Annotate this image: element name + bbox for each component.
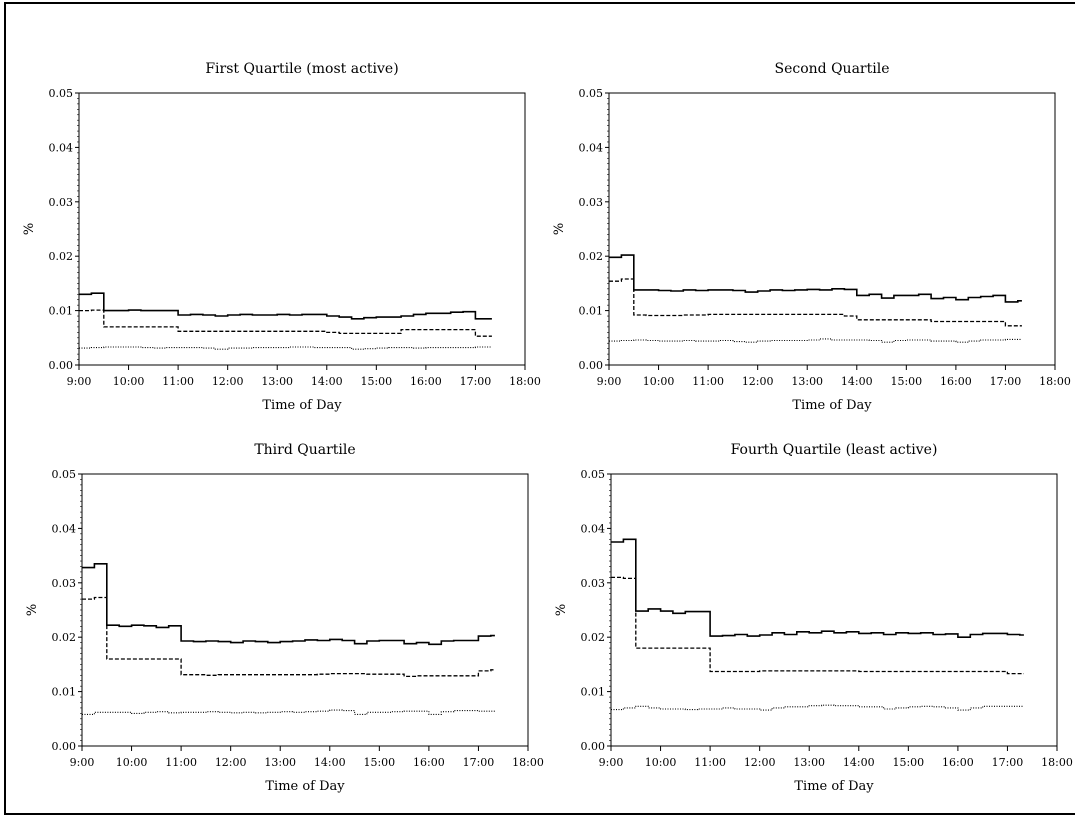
y-tick-label: 0.02 — [49, 250, 74, 263]
y-tick-label: 0.01 — [581, 686, 606, 699]
y-tick-label: 0.00 — [581, 740, 606, 753]
x-tick-label: 14:00 — [311, 375, 343, 388]
y-tick-label: 0.01 — [49, 305, 74, 318]
x-axis-label: Time of Day — [265, 779, 345, 794]
x-tick-label: 12:00 — [215, 756, 247, 769]
plot-area — [608, 92, 1056, 366]
y-tick-label: 0.05 — [52, 468, 77, 481]
x-tick-label: 12:00 — [742, 375, 774, 388]
series-line-dashed — [609, 278, 1022, 327]
y-axis-label: % — [552, 223, 567, 235]
plot-area — [78, 92, 526, 366]
chart-title: Fourth Quartile (least active) — [731, 442, 938, 458]
y-tick-label: 0.02 — [581, 631, 606, 644]
y-axis-label: % — [22, 223, 37, 235]
x-axis-label: Time of Day — [792, 398, 872, 413]
y-tick-label: 0.02 — [52, 631, 77, 644]
x-tick-label: 17:00 — [990, 375, 1022, 388]
x-tick-label: 13:00 — [264, 756, 296, 769]
x-tick-label: 10:00 — [116, 756, 148, 769]
x-tick-label: 18:00 — [1041, 756, 1073, 769]
y-tick-label: 0.05 — [581, 468, 606, 481]
y-tick-label: 0.00 — [52, 740, 77, 753]
x-tick-label: 15:00 — [892, 756, 924, 769]
y-tick-label: 0.04 — [579, 141, 604, 154]
y-axis-label: % — [554, 604, 569, 616]
x-tick-label: 10:00 — [643, 375, 675, 388]
y-tick-label: 0.03 — [579, 196, 604, 209]
x-tick-label: 9:00 — [70, 756, 95, 769]
y-tick-label: 0.03 — [52, 577, 77, 590]
y-tick-label: 0.04 — [49, 141, 74, 154]
series-line-dotted — [611, 704, 1024, 711]
y-tick-label: 0.05 — [49, 87, 74, 100]
x-tick-label: 10:00 — [645, 756, 677, 769]
x-tick-label: 15:00 — [363, 756, 395, 769]
x-tick-label: 15:00 — [360, 375, 392, 388]
x-tick-label: 14:00 — [314, 756, 346, 769]
chart-title: Second Quartile — [775, 61, 890, 77]
series-line-dashed — [611, 576, 1024, 675]
y-tick-label: 0.05 — [579, 87, 604, 100]
y-tick-label: 0.02 — [579, 250, 604, 263]
x-tick-label: 11:00 — [165, 756, 197, 769]
series-line-dotted — [79, 346, 492, 350]
x-tick-label: 12:00 — [744, 756, 776, 769]
x-tick-label: 18:00 — [512, 756, 544, 769]
x-tick-label: 16:00 — [410, 375, 442, 388]
y-tick-label: 0.04 — [581, 522, 606, 535]
x-tick-label: 18:00 — [509, 375, 541, 388]
x-tick-label: 16:00 — [942, 756, 974, 769]
x-tick-label: 16:00 — [940, 375, 972, 388]
series-line-solid — [79, 292, 492, 320]
x-tick-label: 13:00 — [261, 375, 293, 388]
x-tick-label: 17:00 — [463, 756, 495, 769]
x-tick-label: 9:00 — [599, 756, 624, 769]
y-tick-label: 0.04 — [52, 522, 77, 535]
series-line-dashed — [82, 596, 495, 678]
x-tick-label: 17:00 — [460, 375, 492, 388]
plot-area — [81, 473, 529, 747]
x-tick-label: 10:00 — [113, 375, 145, 388]
x-tick-label: 18:00 — [1039, 375, 1071, 388]
x-tick-label: 14:00 — [841, 375, 873, 388]
series-line-solid — [611, 538, 1024, 638]
x-axis-label: Time of Day — [262, 398, 342, 413]
x-tick-label: 13:00 — [791, 375, 823, 388]
x-tick-label: 9:00 — [67, 375, 92, 388]
y-tick-label: 0.00 — [49, 359, 74, 372]
y-tick-label: 0.03 — [49, 196, 74, 209]
y-tick-label: 0.03 — [581, 577, 606, 590]
series-line-solid — [609, 254, 1022, 303]
x-tick-label: 11:00 — [694, 756, 726, 769]
x-tick-label: 16:00 — [413, 756, 445, 769]
x-tick-label: 12:00 — [212, 375, 244, 388]
chart-title: Third Quartile — [254, 442, 355, 458]
y-tick-label: 0.01 — [52, 686, 77, 699]
series-line-dotted — [82, 709, 495, 715]
figure-frame — [4, 2, 1075, 815]
x-tick-label: 13:00 — [793, 756, 825, 769]
x-tick-label: 11:00 — [162, 375, 194, 388]
y-tick-label: 0.01 — [579, 305, 604, 318]
x-tick-label: 15:00 — [890, 375, 922, 388]
x-tick-label: 9:00 — [597, 375, 622, 388]
y-tick-label: 0.00 — [579, 359, 604, 372]
x-tick-label: 14:00 — [843, 756, 875, 769]
x-tick-label: 11:00 — [692, 375, 724, 388]
series-line-dotted — [609, 338, 1022, 343]
x-axis-label: Time of Day — [794, 779, 874, 794]
x-tick-label: 17:00 — [992, 756, 1024, 769]
series-line-solid — [82, 563, 495, 646]
y-axis-label: % — [25, 604, 40, 616]
chart-title: First Quartile (most active) — [205, 61, 398, 77]
